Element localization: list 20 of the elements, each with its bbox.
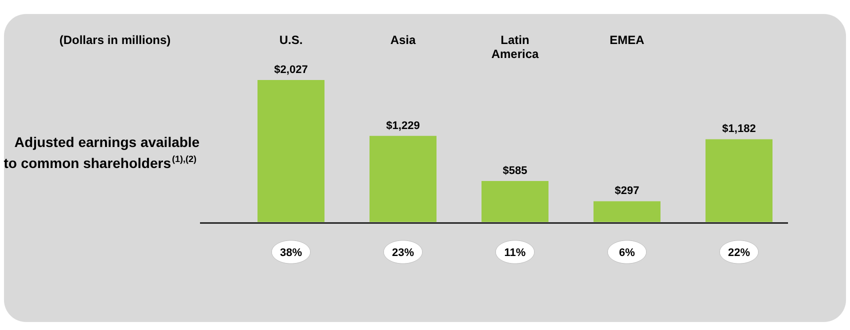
text: 38% bbox=[280, 247, 302, 259]
x-tick-label: U.S. bbox=[279, 33, 303, 47]
text: 11% bbox=[504, 247, 526, 259]
data-label: $585 bbox=[502, 165, 528, 178]
bar bbox=[594, 201, 660, 222]
text: 22% bbox=[728, 247, 750, 259]
chart-title: (Dollars in millions) bbox=[59, 33, 171, 47]
bar bbox=[482, 181, 548, 222]
text: 23% bbox=[392, 247, 414, 259]
data-label: $2,027 bbox=[274, 64, 308, 76]
text: 6% bbox=[619, 247, 636, 259]
data-label: $1,182 bbox=[722, 123, 756, 136]
x-tick-label: EMEA bbox=[610, 33, 645, 47]
bar bbox=[258, 80, 324, 222]
bar bbox=[706, 139, 772, 222]
bar bbox=[370, 136, 436, 222]
x-tick-label: Latin America bbox=[491, 33, 539, 61]
data-label: $297 bbox=[614, 185, 640, 198]
data-label: $1,229 bbox=[386, 120, 420, 132]
x-tick-label: Asia bbox=[390, 33, 416, 47]
